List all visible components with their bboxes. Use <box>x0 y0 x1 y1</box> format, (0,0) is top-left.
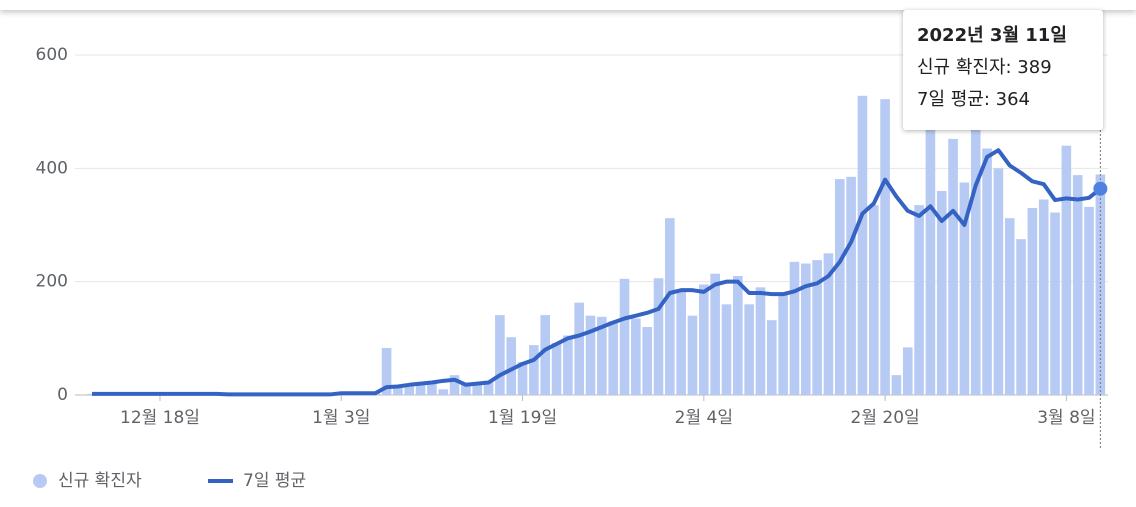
bar <box>834 179 845 395</box>
bar <box>665 218 675 395</box>
bar <box>721 304 732 395</box>
legend-swatch <box>33 474 47 488</box>
y-tick-label: 200 <box>36 272 68 292</box>
bar <box>1038 199 1049 395</box>
bar <box>778 293 788 395</box>
bar <box>585 315 596 395</box>
x-tick-label: 12월 18일 <box>120 408 200 428</box>
bar <box>529 345 539 395</box>
bar <box>483 380 494 395</box>
bar <box>631 318 641 395</box>
bar <box>551 342 562 395</box>
x-tick-label: 2월 4일 <box>675 408 733 428</box>
tooltip-line: 신규 확진자: 389 <box>917 57 1052 78</box>
bar <box>846 176 856 395</box>
bar <box>676 290 686 395</box>
y-tick-label: 400 <box>36 158 68 178</box>
bar <box>982 148 992 395</box>
bar <box>653 278 664 395</box>
bar <box>902 347 913 395</box>
bar <box>699 284 709 395</box>
bar <box>744 304 754 395</box>
bar <box>880 99 890 395</box>
y-tick-label: 0 <box>57 385 68 405</box>
bar <box>506 337 517 395</box>
bar <box>1016 239 1026 395</box>
bar <box>857 95 868 396</box>
tooltip-line: 7일 평균: 364 <box>917 89 1030 110</box>
bar <box>608 321 618 395</box>
bar <box>812 260 822 395</box>
legend-label: 신규 확진자 <box>58 471 142 491</box>
bar <box>427 380 437 395</box>
bar <box>1061 145 1072 395</box>
y-tick-label: 600 <box>36 45 68 65</box>
x-tick-label: 2월 20일 <box>851 408 920 428</box>
legend-label: 7일 평균 <box>243 471 306 491</box>
bar <box>800 263 811 395</box>
bar <box>687 315 698 395</box>
bar <box>574 302 584 395</box>
bar <box>642 327 652 395</box>
bar <box>461 382 471 395</box>
bar <box>1084 206 1094 395</box>
bar <box>959 182 970 395</box>
bar <box>970 128 981 395</box>
bar <box>472 383 483 395</box>
bar <box>1072 175 1083 395</box>
bar <box>755 287 766 395</box>
bar <box>823 253 834 395</box>
bar <box>1027 208 1038 395</box>
hover-point <box>1093 181 1108 196</box>
bar <box>733 276 743 395</box>
bar <box>517 362 528 395</box>
tooltip: 2022년 3월 11일 신규 확진자: 389 7일 평균: 364 <box>903 10 1103 130</box>
bar <box>540 315 550 395</box>
bar <box>1050 212 1060 395</box>
bar <box>767 320 777 395</box>
bar <box>415 382 426 395</box>
bar <box>438 389 449 395</box>
bar <box>1095 174 1106 395</box>
bar <box>619 278 630 395</box>
bar <box>868 205 879 395</box>
bar <box>381 347 392 395</box>
header-edge <box>0 0 1136 10</box>
bar <box>597 316 607 395</box>
bar <box>449 375 460 395</box>
bar <box>563 335 573 395</box>
x-tick-label: 1월 3일 <box>312 408 370 428</box>
bar <box>936 191 947 395</box>
bar <box>993 168 1004 395</box>
tooltip-title: 2022년 3월 11일 <box>917 20 1089 52</box>
bar <box>914 205 924 395</box>
average-line <box>92 148 1102 397</box>
bar <box>404 383 415 395</box>
bar <box>891 375 902 395</box>
bar <box>1004 218 1015 395</box>
bar <box>948 138 958 395</box>
bar <box>789 261 800 395</box>
bar <box>495 315 505 395</box>
bar <box>393 386 403 395</box>
bar <box>925 123 936 395</box>
x-tick-label: 1월 19일 <box>488 408 557 428</box>
x-tick-label: 3월 8일 <box>1037 408 1095 428</box>
tooltip-title-text: 2022년 3월 11일 <box>917 25 1067 46</box>
bar <box>710 273 720 395</box>
